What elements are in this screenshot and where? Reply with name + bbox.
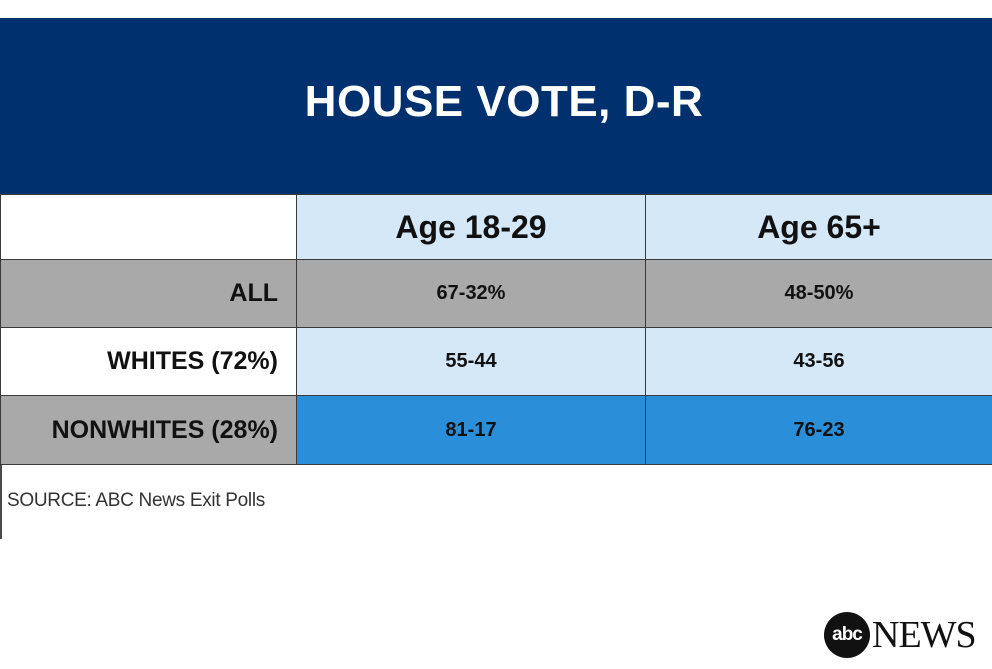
title-bar: HOUSE VOTE, D-R	[0, 18, 992, 194]
row-label: ALL	[0, 259, 297, 328]
table-cell: 55-44	[296, 327, 646, 396]
table-row: NONWHITES (28%) 81-17 76-23	[0, 395, 992, 465]
results-table: Age 18-29 Age 65+ ALL 67-32% 48-50% WHIT…	[0, 194, 992, 465]
column-header: Age 65+	[645, 194, 992, 260]
source-note: SOURCE: ABC News Exit Polls	[7, 490, 265, 511]
logo-wordmark: NEWS	[872, 614, 977, 656]
table-cell: 48-50%	[645, 259, 992, 328]
row-label: NONWHITES (28%)	[0, 395, 297, 465]
table-cell: 81-17	[296, 395, 646, 465]
table-cell: 43-56	[645, 327, 992, 396]
row-label: WHITES (72%)	[0, 327, 297, 396]
abc-news-logo: abc NEWS	[824, 612, 977, 658]
table-row: WHITES (72%) 55-44 43-56	[0, 327, 992, 396]
corner-cell	[0, 194, 297, 260]
table-cell: 67-32%	[296, 259, 646, 328]
table-cell: 76-23	[645, 395, 992, 465]
column-header: Age 18-29	[296, 194, 646, 260]
abc-logo-icon: abc	[824, 612, 870, 658]
header-row: Age 18-29 Age 65+	[0, 194, 992, 260]
table-row: ALL 67-32% 48-50%	[0, 259, 992, 328]
chart-title: HOUSE VOTE, D-R	[304, 77, 704, 126]
